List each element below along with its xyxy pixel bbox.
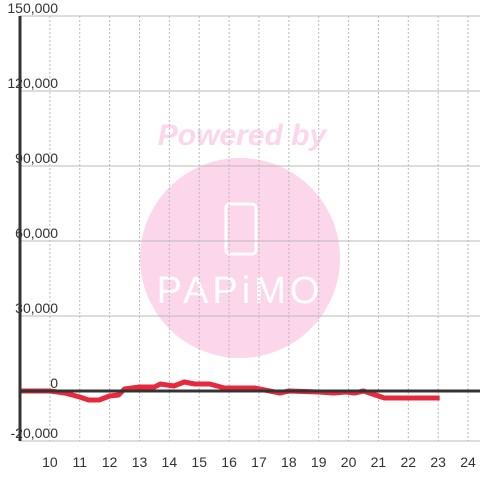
y-tick-label: 30,000 [15,300,58,316]
x-tick-label: 14 [162,454,178,470]
y-tick-label: 120,000 [7,75,58,91]
x-tick-label: 23 [430,454,446,470]
x-tick-label: 17 [251,454,267,470]
x-tick-label: 19 [311,454,327,470]
x-tick-label: 22 [401,454,417,470]
y-tick-label: 60,000 [15,225,58,241]
x-tick-label: 21 [371,454,387,470]
watermark-logo: PAPiMO [157,270,324,312]
x-tick-label: 12 [102,454,118,470]
x-tick-label: 11 [72,454,87,470]
x-tick-label: 15 [191,454,207,470]
x-tick-label: 16 [221,454,237,470]
x-tick-label: 13 [132,454,148,470]
y-tick-label: 150,000 [7,0,58,16]
watermark-phone [224,202,258,256]
x-tick-label: 20 [341,454,357,470]
watermark-text: Powered by [158,119,328,152]
x-tick-label: 18 [281,454,297,470]
watermark-circle [140,158,340,358]
y-tick-label: 0 [50,375,58,391]
x-tick-label: 10 [42,454,58,470]
x-tick-label: 24 [460,454,476,470]
y-tick-label: 90,000 [15,150,58,166]
y-tick-label: -20,000 [11,425,59,441]
